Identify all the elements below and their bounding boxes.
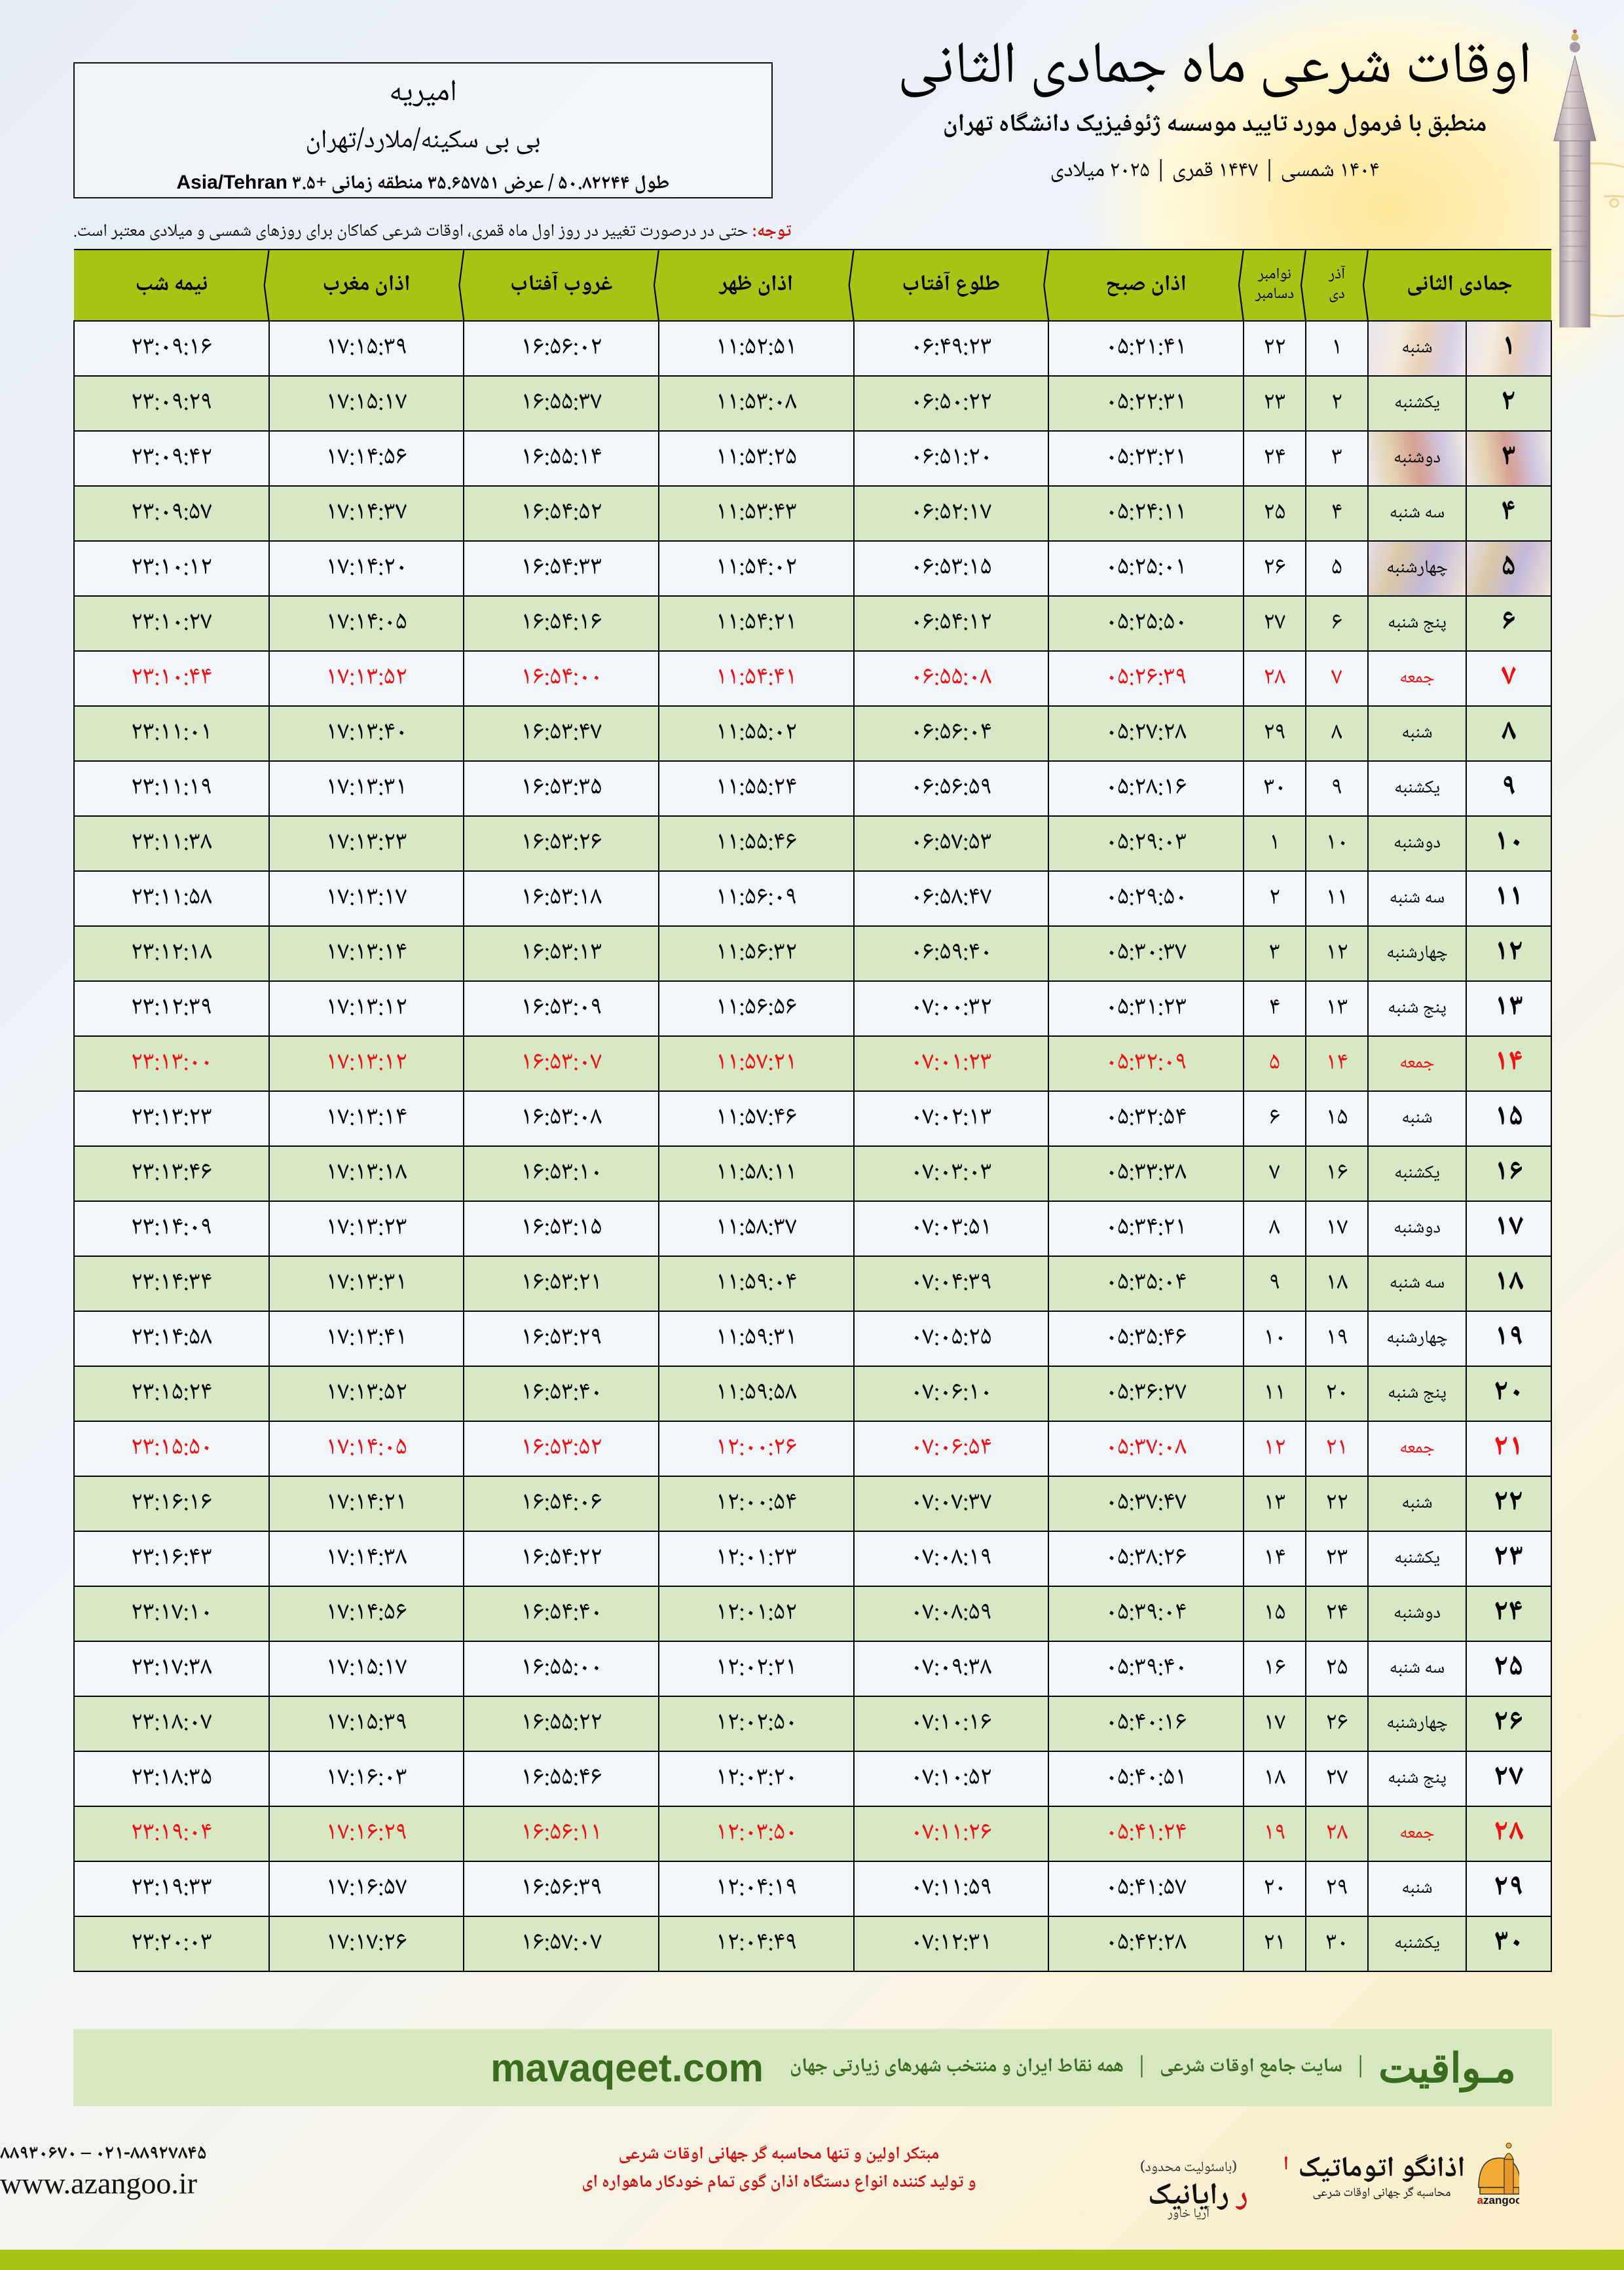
svg-text:ا: ا bbox=[1283, 2149, 1289, 2183]
svg-text:ر: ر bbox=[1235, 2172, 1247, 2220]
svg-text:محاسبه گر جهانی اوقات شرعی: محاسبه گر جهانی اوقات شرعی bbox=[1312, 2184, 1450, 2205]
svg-text:آریا خاور: آریا خاور bbox=[1167, 2203, 1210, 2220]
svg-text:azangoo: azangoo bbox=[1477, 2194, 1519, 2206]
